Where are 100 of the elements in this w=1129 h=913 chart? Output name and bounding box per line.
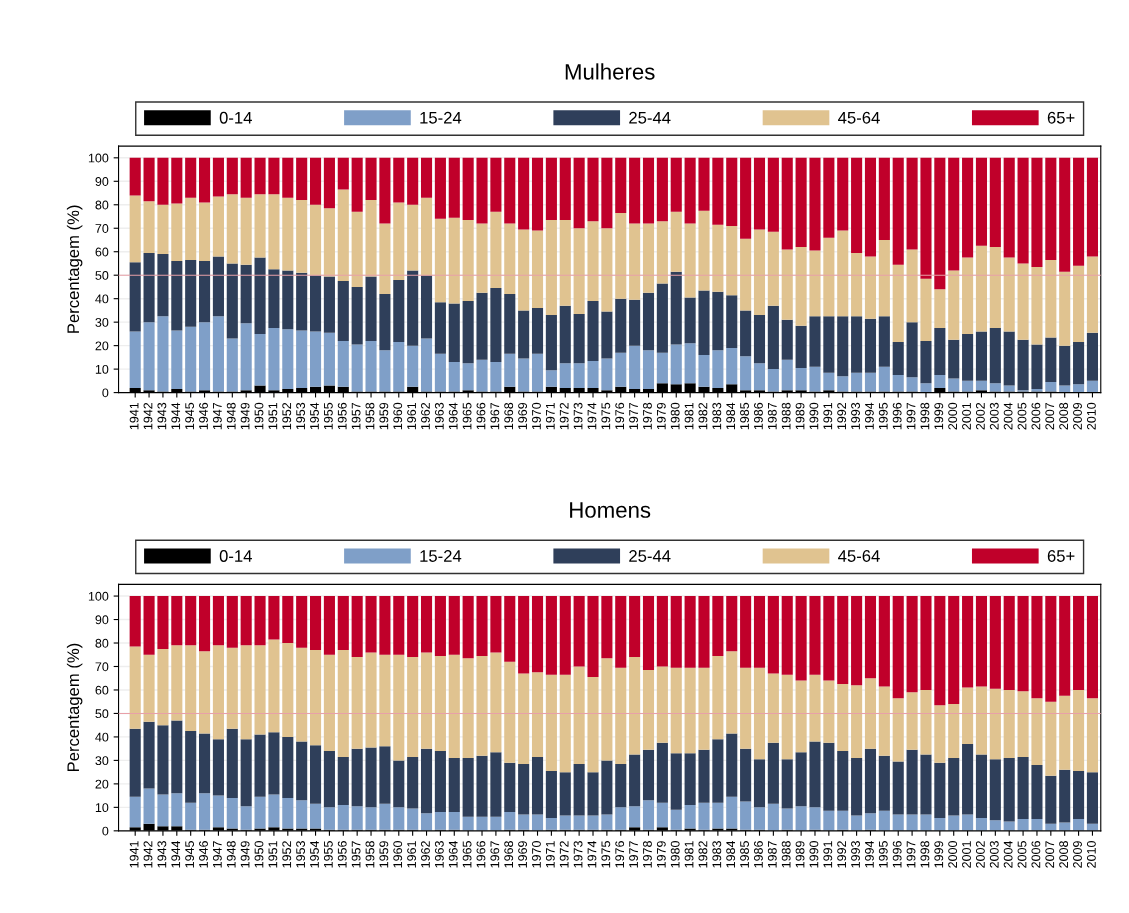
x-tick-label: 1946 (199, 402, 208, 430)
x-tick-label: 1962 (421, 402, 430, 430)
x-tick-label: 1970 (532, 841, 541, 868)
x-tick-label: 1972 (559, 841, 569, 868)
legend-label: 15-24 (420, 550, 462, 562)
x-tick-label: 1943 (157, 841, 167, 868)
x-tick-label: 1982 (698, 402, 708, 430)
x-tick-label: 1961 (407, 841, 417, 868)
x-tick-label: 1983 (712, 402, 722, 430)
x-tick-label: 1977 (629, 841, 638, 868)
x-tick-label: 2000 (948, 841, 958, 868)
x-tick-label: 2002 (975, 402, 985, 430)
y-tick-label: 0 (102, 388, 109, 398)
legend-label: 45-64 (838, 550, 880, 562)
x-tick-label: 1955 (323, 402, 333, 430)
x-tick-label: 1994 (864, 402, 874, 430)
x-tick-label: 1992 (837, 841, 847, 868)
x-tick-label: 1986 (754, 841, 763, 868)
legend-label: 25-44 (629, 550, 671, 562)
x-tick-label: 1993 (851, 841, 860, 868)
y-tick-label: 100 (88, 153, 109, 163)
y-tick-label: 0 (102, 826, 109, 836)
y-tick-label: 30 (95, 317, 109, 327)
x-tick-label: 1947 (212, 402, 222, 430)
x-tick-label: 1991 (823, 841, 833, 868)
y-tick-label: 70 (95, 662, 109, 672)
x-tick-label: 1948 (226, 841, 236, 868)
x-tick-label: 1958 (365, 402, 375, 430)
y-tick-label: 90 (95, 177, 109, 186)
x-tick-label: 1989 (795, 402, 805, 430)
x-tick-label: 1980 (670, 841, 680, 868)
legend-label: 0-14 (219, 550, 252, 562)
x-tick-label: 2004 (1003, 402, 1013, 430)
y-tick-label: 10 (95, 364, 109, 374)
y-tick-label: 60 (95, 685, 109, 695)
x-tick-label: 1995 (878, 841, 888, 868)
x-tick-label: 1960 (393, 841, 403, 868)
x-tick-label: 1951 (268, 402, 278, 430)
y-tick-label: 40 (95, 294, 109, 304)
x-tick-label: 1954 (310, 402, 319, 430)
x-tick-label: 1981 (684, 402, 694, 430)
x-tick-label: 1969 (518, 841, 527, 868)
x-tick-label: 1974 (587, 402, 597, 430)
x-tick-label: 1944 (171, 402, 181, 430)
x-tick-label: 1998 (920, 841, 930, 868)
x-tick-label: 1990 (809, 402, 819, 430)
x-tick-label: 1994 (864, 840, 874, 868)
x-tick-label: 2009 (1073, 841, 1082, 868)
x-tick-label: 1980 (670, 402, 680, 430)
x-tick-label: 1964 (448, 840, 458, 868)
x-tick-label: 1953 (296, 841, 306, 868)
chart-title: Homens (570, 502, 651, 518)
x-tick-label: 1973 (573, 841, 583, 868)
x-tick-label: 2006 (1031, 402, 1041, 430)
y-tick-label: 20 (95, 779, 109, 789)
x-tick-label: 1972 (559, 402, 569, 430)
y-axis-title: Percentagem (%) (66, 643, 83, 772)
x-tick-label: 2003 (989, 402, 999, 430)
x-tick-label: 1963 (434, 402, 444, 430)
x-tick-label: 1974 (587, 840, 597, 868)
x-tick-label: 2008 (1059, 402, 1069, 430)
x-tick-label: 1975 (601, 402, 611, 430)
y-tick-label: 90 (95, 615, 109, 625)
legend-label: 45-64 (838, 111, 880, 124)
y-tick-label: 100 (88, 591, 109, 601)
x-tick-label: 1952 (282, 402, 292, 430)
x-tick-label: 1941 (129, 402, 139, 430)
x-tick-label: 2006 (1031, 841, 1041, 868)
x-tick-label: 1963 (434, 841, 444, 868)
legend-label: 15-24 (420, 111, 462, 124)
x-tick-label: 1954 (310, 840, 319, 868)
x-tick-label: 1976 (615, 841, 625, 868)
x-tick-label: 1998 (920, 402, 930, 430)
x-tick-label: 1997 (906, 841, 916, 868)
x-tick-label: 1976 (615, 402, 625, 430)
x-tick-label: 1977 (629, 402, 638, 430)
y-tick-label: 50 (95, 271, 109, 280)
y-tick-label: 60 (95, 247, 109, 257)
x-tick-label: 1950 (254, 402, 264, 430)
x-tick-label: 1945 (185, 402, 195, 430)
x-tick-label: 1957 (351, 402, 361, 430)
legend-label: 0-14 (219, 111, 252, 124)
x-tick-label: 2004 (1003, 840, 1013, 868)
x-tick-label: 2007 (1045, 841, 1055, 868)
x-tick-label: 1989 (795, 841, 805, 868)
x-tick-label: 1942 (143, 402, 153, 430)
x-tick-label: 2007 (1045, 402, 1055, 430)
x-tick-label: 1955 (323, 841, 333, 868)
x-tick-label: 2005 (1017, 402, 1027, 430)
x-tick-label: 2008 (1059, 841, 1069, 868)
x-tick-label: 1953 (296, 402, 306, 430)
x-tick-label: 1943 (157, 402, 167, 430)
y-tick-label: 80 (95, 200, 109, 210)
x-tick-label: 1981 (684, 841, 694, 868)
x-tick-label: 2000 (948, 402, 958, 430)
x-tick-label: 1966 (476, 841, 486, 868)
x-tick-label: 1999 (934, 841, 944, 868)
x-tick-label: 1966 (476, 402, 486, 430)
x-tick-label: 1965 (462, 841, 472, 868)
x-tick-label: 1951 (268, 841, 278, 868)
